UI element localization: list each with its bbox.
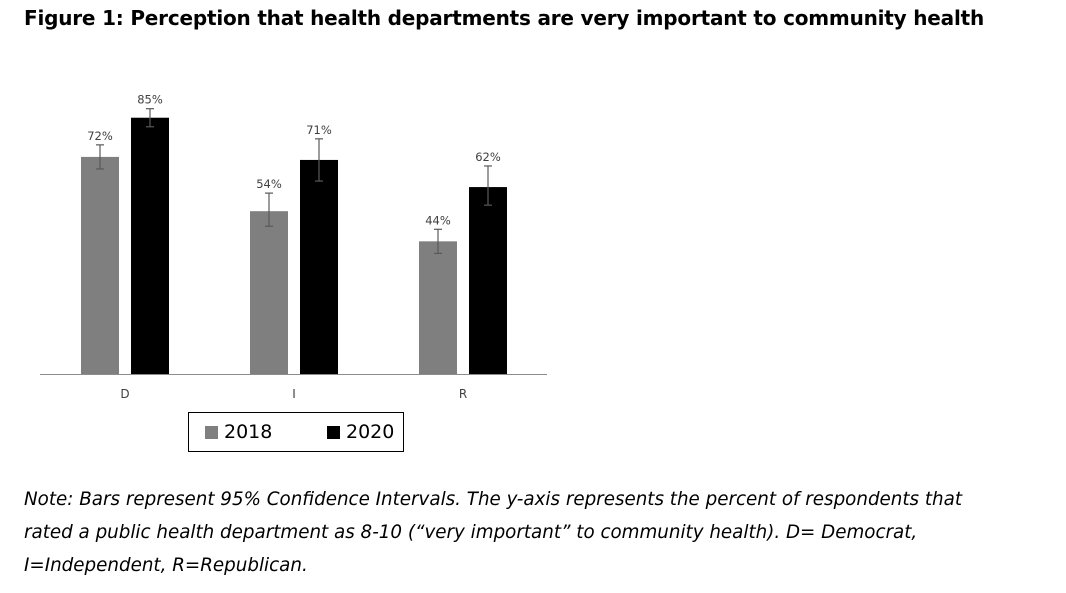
bar-r-2018 — [419, 241, 457, 374]
data-label-d-2020: 85% — [137, 93, 163, 107]
bar-r-2020 — [469, 187, 507, 374]
data-label-i-2020: 71% — [306, 123, 332, 137]
figure-note: Note: Bars represent 95% Confidence Inte… — [24, 483, 1059, 582]
legend-swatch-2020 — [327, 425, 340, 439]
x-tick-label-r: R — [459, 387, 467, 401]
bar-i-2018 — [250, 211, 288, 374]
x-tick-label-i: I — [292, 387, 296, 401]
figure-title: Figure 1: Perception that health departm… — [24, 6, 985, 30]
legend-label-2018: 2018 — [224, 421, 273, 443]
data-label-d-2018: 72% — [87, 129, 113, 143]
x-tick-label-d: D — [120, 387, 129, 401]
bar-i-2020 — [300, 159, 338, 374]
legend-item-2020: 2020 — [327, 421, 394, 443]
legend-item-2018: 2018 — [205, 421, 272, 443]
data-label-i-2018: 54% — [256, 177, 282, 191]
data-label-r-2020: 62% — [475, 150, 501, 164]
legend-swatch-2018 — [205, 425, 218, 439]
note-line: I=Independent, R=Republican. — [24, 555, 308, 576]
legend-label-2020: 2020 — [346, 421, 395, 443]
note-line: Note: Bars represent 95% Confidence Inte… — [24, 489, 963, 510]
bar-chart: 72% 54% 44% 85% 71% 62% D I R — [40, 93, 547, 401]
chart-legend: 2018 2020 — [188, 412, 404, 452]
data-label-r-2018: 44% — [425, 213, 451, 227]
bar-d-2018 — [81, 156, 119, 374]
note-line: rated a public health department as 8-10… — [24, 522, 918, 543]
bar-d-2020 — [131, 117, 169, 374]
